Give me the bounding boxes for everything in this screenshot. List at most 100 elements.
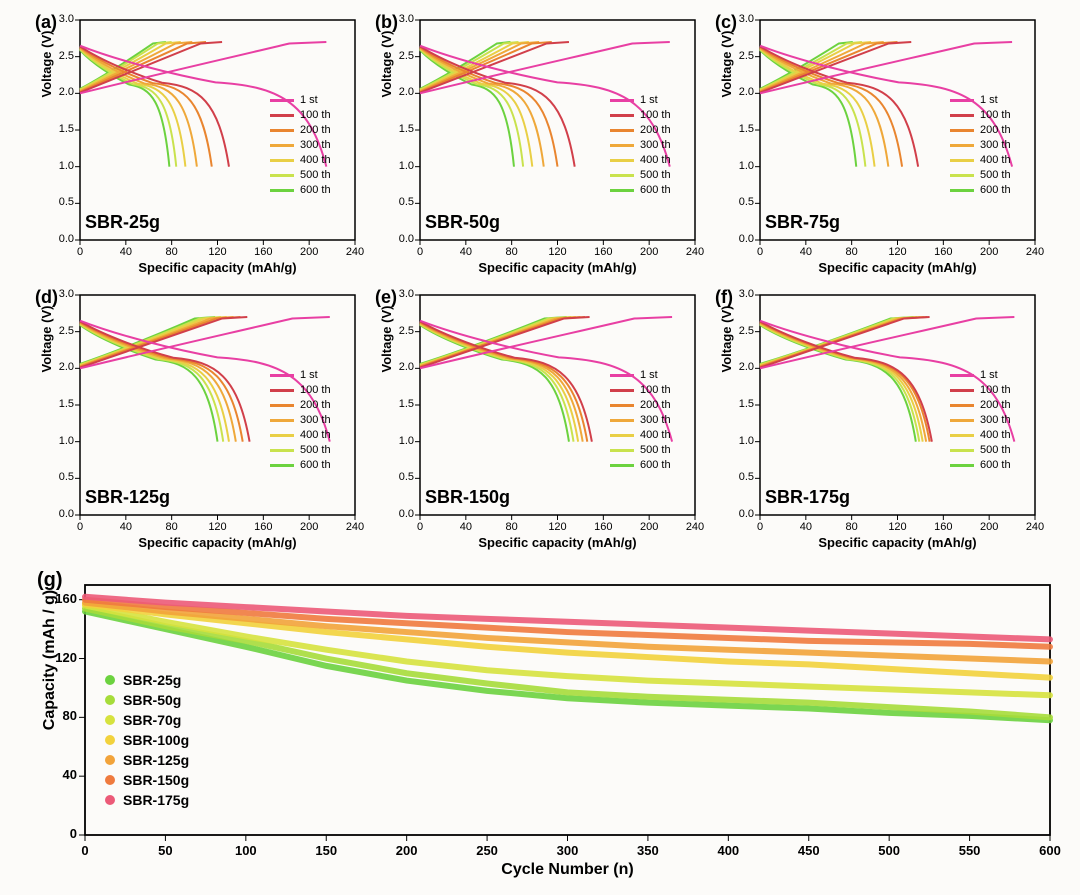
legend-label: 300 th	[300, 414, 331, 426]
xtick: 200	[637, 521, 661, 533]
legend-key-icon	[950, 449, 974, 452]
xtick: 80	[840, 521, 864, 533]
legend-key-icon	[270, 389, 294, 392]
xtick: 200	[977, 521, 1001, 533]
legend-label: 600 th	[300, 184, 331, 196]
xtick: 120	[206, 246, 230, 258]
xtick: 0	[408, 246, 432, 258]
xtick: 160	[251, 246, 275, 258]
xtick: 600	[1035, 843, 1065, 858]
xtick: 200	[297, 521, 321, 533]
cycle-legend: 1 st100 th200 th300 th400 th500 th600 th	[610, 368, 671, 473]
xtick: 120	[886, 521, 910, 533]
legend-label: SBR-70g	[123, 712, 181, 728]
legend-key-icon	[950, 159, 974, 162]
legend-dot-icon	[105, 755, 115, 765]
x-axis-label: Specific capacity (mAh/g)	[80, 260, 355, 275]
legend-label: 500 th	[980, 444, 1011, 456]
legend-label: 300 th	[640, 414, 671, 426]
legend-label: 600 th	[980, 459, 1011, 471]
sample-label: SBR-175g	[765, 487, 850, 508]
xtick: 0	[70, 843, 100, 858]
legend-label: 100 th	[980, 109, 1011, 121]
legend-label: 500 th	[300, 169, 331, 181]
x-axis-label: Specific capacity (mAh/g)	[420, 535, 695, 550]
xtick: 80	[500, 246, 524, 258]
xtick: 40	[114, 246, 138, 258]
xtick: 0	[408, 521, 432, 533]
xtick: 250	[472, 843, 502, 858]
legend-key-icon	[270, 159, 294, 162]
x-axis-label: Cycle Number (n)	[85, 861, 1050, 879]
legend-label: 200 th	[300, 399, 331, 411]
legend-key-icon	[270, 114, 294, 117]
legend-label: 300 th	[640, 139, 671, 151]
y-axis-label: Voltage (V)	[719, 0, 734, 174]
xtick: 400	[713, 843, 743, 858]
xtick: 120	[886, 246, 910, 258]
y-axis-label: Capacity (mAh / g)	[41, 535, 59, 785]
xtick: 80	[500, 521, 524, 533]
legend-key-icon	[610, 189, 634, 192]
xtick: 80	[840, 246, 864, 258]
legend-label: 400 th	[640, 154, 671, 166]
xtick: 350	[633, 843, 663, 858]
cycle-legend: 1 st100 th200 th300 th400 th500 th600 th	[270, 368, 331, 473]
legend-key-icon	[270, 464, 294, 467]
ytick: 0.5	[46, 471, 74, 483]
ytick: 0	[43, 826, 77, 841]
cycle-legend: 1 st100 th200 th300 th400 th500 th600 th	[610, 93, 671, 198]
panel-b: 040801201602002400.00.51.01.52.02.53.0(b…	[365, 10, 705, 285]
legend-key-icon	[610, 464, 634, 467]
xtick: 160	[591, 521, 615, 533]
xtick: 240	[683, 521, 707, 533]
cycle-legend: 1 st100 th200 th300 th400 th500 th600 th	[950, 368, 1011, 473]
xtick: 240	[683, 246, 707, 258]
ytick: 0.0	[386, 508, 414, 520]
xtick: 150	[311, 843, 341, 858]
xtick: 40	[454, 246, 478, 258]
legend-label: 400 th	[980, 429, 1011, 441]
legend-label: 400 th	[300, 154, 331, 166]
legend-label: 1 st	[640, 369, 658, 381]
y-axis-label: Voltage (V)	[39, 229, 54, 449]
legend-label: 600 th	[980, 184, 1011, 196]
x-axis-label: Specific capacity (mAh/g)	[80, 535, 355, 550]
panel-e: 040801201602002400.00.51.01.52.02.53.0(e…	[365, 285, 705, 560]
legend-key-icon	[950, 99, 974, 102]
xtick: 160	[931, 246, 955, 258]
x-axis-label: Specific capacity (mAh/g)	[760, 535, 1035, 550]
legend-label: SBR-100g	[123, 732, 189, 748]
xtick: 50	[150, 843, 180, 858]
legend-key-icon	[950, 174, 974, 177]
xtick: 240	[343, 246, 367, 258]
xtick: 160	[251, 521, 275, 533]
xtick: 120	[546, 521, 570, 533]
legend-label: 1 st	[640, 94, 658, 106]
xtick: 40	[114, 521, 138, 533]
legend-key-icon	[610, 159, 634, 162]
xtick: 160	[931, 521, 955, 533]
legend-label: SBR-25g	[123, 672, 181, 688]
legend-label: 400 th	[300, 429, 331, 441]
xtick: 0	[748, 521, 772, 533]
legend-key-icon	[270, 374, 294, 377]
legend-label: 100 th	[300, 384, 331, 396]
ytick: 0.5	[386, 471, 414, 483]
legend-key-icon	[950, 434, 974, 437]
legend-key-icon	[270, 449, 294, 452]
legend-key-icon	[950, 144, 974, 147]
x-axis-label: Specific capacity (mAh/g)	[760, 260, 1035, 275]
sample-label: SBR-50g	[425, 212, 500, 233]
legend-key-icon	[270, 189, 294, 192]
cycle-legend: 1 st100 th200 th300 th400 th500 th600 th	[950, 93, 1011, 198]
legend-label: 600 th	[640, 459, 671, 471]
legend-key-icon	[610, 419, 634, 422]
y-axis-label: Voltage (V)	[379, 229, 394, 449]
legend-key-icon	[610, 144, 634, 147]
xtick: 0	[68, 246, 92, 258]
legend-label: 200 th	[640, 399, 671, 411]
panel-a: 040801201602002400.00.51.01.52.02.53.0(a…	[25, 10, 365, 285]
legend-label: 300 th	[980, 414, 1011, 426]
legend-key-icon	[950, 464, 974, 467]
